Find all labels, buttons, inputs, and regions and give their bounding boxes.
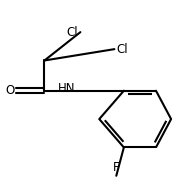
Text: O: O — [5, 84, 14, 97]
Text: HN: HN — [58, 82, 76, 95]
Text: Cl: Cl — [67, 26, 79, 39]
Text: Cl: Cl — [116, 43, 128, 56]
Text: F: F — [113, 161, 120, 174]
